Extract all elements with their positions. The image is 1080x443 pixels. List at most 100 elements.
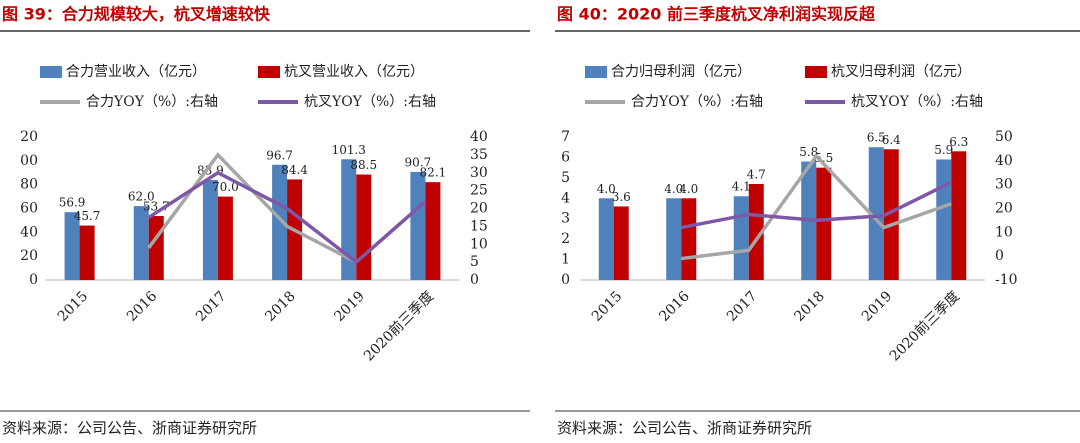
bar: [148, 216, 164, 280]
y2ticks-label: 0: [995, 248, 1004, 264]
value-label: 3.6: [612, 190, 631, 204]
line: [680, 180, 953, 230]
x-tick-label: 2016: [656, 288, 693, 325]
x-tick-label: 2015: [589, 288, 626, 325]
bar: [951, 151, 967, 280]
value-label: 4.0: [664, 182, 683, 196]
bar: [356, 174, 372, 280]
x-tick-label: 2018: [262, 288, 299, 325]
source: 资料来源：公司公告、浙商证券研究所: [2, 419, 257, 437]
legend-label: 杭叉YOY（%）:右轴: [304, 94, 436, 110]
bar: [613, 206, 629, 280]
yticks-label: 3: [561, 211, 570, 227]
bar: [425, 182, 441, 280]
legend-swatch: [805, 66, 827, 78]
value-label: 82.1: [420, 166, 447, 180]
yticks-label: 00: [20, 153, 38, 169]
value-label: 4.0: [597, 182, 616, 196]
yticks-label: 0: [29, 272, 38, 288]
bar: [666, 198, 682, 280]
chart-title: 图 40：2020 前三季度杭叉净利润实现反超: [557, 5, 876, 24]
y2ticks-label: 30: [995, 177, 1013, 193]
legend-label: 合力营业收入（亿元）: [66, 64, 206, 80]
legend-label: 合力YOY（%）:右轴: [86, 94, 218, 110]
value-label: 62.0: [128, 190, 155, 204]
value-label: 70.0: [212, 180, 239, 194]
value-label: 6.4: [882, 133, 901, 147]
y2ticks-label: 20: [470, 201, 488, 217]
legend-swatch: [258, 66, 280, 78]
legend-swatch: [40, 66, 62, 78]
bar: [598, 198, 614, 280]
bar: [733, 196, 749, 280]
bar: [410, 171, 426, 280]
value-label: 101.3: [332, 143, 366, 157]
bar: [681, 198, 697, 280]
x-tick-label: 2020前三季度: [886, 288, 963, 365]
bar: [133, 206, 149, 280]
value-label: 88.5: [350, 158, 377, 172]
value-label: 84.4: [281, 163, 308, 177]
y2ticks-label: 30: [470, 165, 488, 181]
value-label: 96.7: [266, 148, 293, 162]
x-tick-label: 2015: [55, 288, 92, 325]
x-tick-label: 2018: [791, 288, 828, 325]
legend-label: 杭叉营业收入（亿元）: [284, 64, 424, 80]
yticks-label: 1: [561, 252, 570, 268]
value-label: 90.7: [405, 155, 432, 169]
bar: [202, 180, 218, 280]
value-label: 56.9: [59, 196, 86, 210]
y2ticks-label: 0: [470, 272, 479, 288]
y2ticks-label: -10: [995, 272, 1018, 288]
legend-swatch: [585, 66, 607, 78]
y2ticks-label: 35: [470, 147, 488, 163]
yticks-label: 20: [20, 248, 38, 264]
yticks-label: 40: [20, 224, 38, 240]
y2ticks-label: 10: [470, 236, 488, 252]
x-tick-label: 2016: [124, 288, 161, 325]
bar: [883, 149, 899, 280]
value-label: 5.9: [934, 143, 953, 157]
bar: [936, 159, 952, 280]
value-label: 45.7: [74, 209, 101, 223]
y2ticks-label: 50: [995, 129, 1013, 145]
bar: [341, 159, 357, 280]
x-tick-label: 2019: [331, 288, 368, 325]
value-label: 4.0: [679, 182, 698, 196]
y2ticks-label: 10: [995, 224, 1013, 240]
y2ticks-label: 20: [995, 201, 1013, 217]
x-tick-label: 2020前三季度: [360, 288, 437, 365]
bar: [272, 164, 288, 280]
yticks-label: 5: [561, 170, 570, 186]
value-label: 4.7: [747, 167, 766, 181]
y2ticks-label: 5: [470, 254, 479, 270]
line: [147, 170, 427, 265]
legend-label: 合力YOY（%）:右轴: [631, 94, 763, 110]
yticks-label: 4: [561, 190, 570, 206]
x-tick-label: 2019: [859, 288, 896, 325]
x-tick-label: 2017: [724, 288, 761, 325]
line: [681, 153, 952, 261]
bar: [868, 147, 884, 280]
yticks-label: 7: [561, 129, 570, 145]
chart: 图 40：2020 前三季度杭叉净利润实现反超资料来源：公司公告、浙商证券研究所…: [555, 5, 1080, 437]
yticks-label: 6: [561, 149, 570, 165]
bar: [79, 225, 95, 280]
y2ticks-label: 25: [470, 183, 488, 199]
line: [147, 152, 358, 264]
y2ticks-label: 40: [995, 153, 1013, 169]
source: 资料来源：公司公告、浙商证券研究所: [557, 419, 812, 437]
y2ticks-label: 15: [470, 218, 488, 234]
y2ticks-label: 40: [470, 129, 488, 145]
value-label: 6.5: [867, 131, 886, 145]
bar: [748, 183, 764, 280]
value-label: 6.3: [949, 135, 968, 149]
chart-title: 图 39：合力规模较大，杭叉增速较快: [2, 5, 271, 24]
bar: [816, 167, 832, 280]
yticks-label: 60: [20, 201, 38, 217]
legend-label: 合力归母利润（亿元）: [611, 63, 751, 80]
x-tick-label: 2017: [193, 288, 230, 325]
bar: [217, 196, 233, 280]
